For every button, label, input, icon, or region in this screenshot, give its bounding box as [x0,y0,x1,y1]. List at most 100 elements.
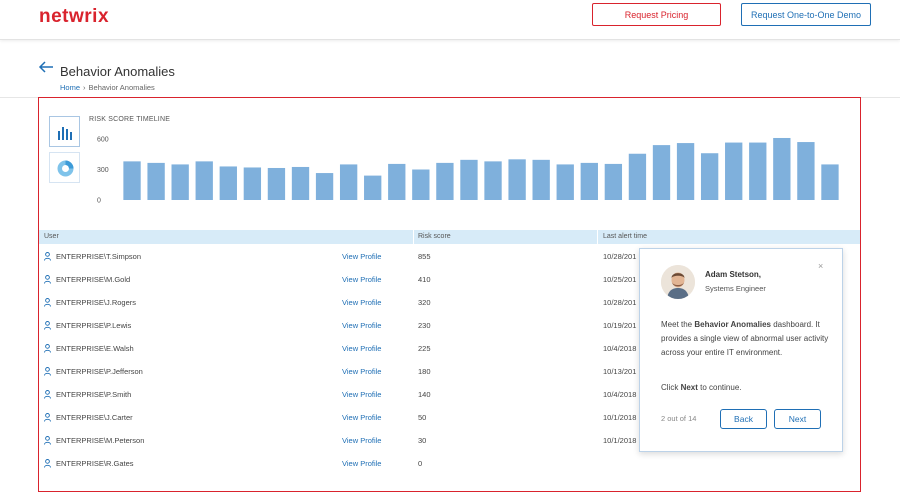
column-header-risk-score[interactable]: Risk score [418,233,451,240]
user-icon [44,436,51,445]
user-name: ENTERPRISE\T.Simpson [56,252,142,261]
chart-bar[interactable] [652,145,671,200]
chart-bar[interactable] [123,161,141,200]
table-row[interactable]: ENTERPRISE\P.Smith View Profile 140 10/4/20… [39,382,860,405]
chart-bar[interactable] [243,167,262,200]
user-name: ENTERPRISE\R.Gates [56,459,134,468]
chart-bar[interactable] [291,166,310,200]
chart-bar[interactable] [797,142,815,200]
chart-bar[interactable] [580,162,598,200]
chart-bar[interactable] [676,143,695,200]
user-icon [44,344,51,353]
presenter-name: Adam Stetson, [705,270,762,279]
last-alert-time: 10/28/201 [603,298,637,307]
risk-score: 50 [418,413,427,422]
column-header-last-alert-time[interactable]: Last alert time [603,233,647,240]
view-profile-link[interactable]: View Profile [342,252,382,261]
risk-score: 140 [418,390,431,399]
view-profile-link[interactable]: View Profile [342,367,382,376]
request-pricing-button[interactable]: Request Pricing [592,3,721,26]
chart-bar[interactable] [532,159,550,200]
chart-title: RISK SCORE TIMELINE [89,116,171,123]
presenter-role: Systems Engineer [705,284,766,293]
tour-step-counter: 2 out of 14 [661,414,697,423]
chart-bar[interactable] [773,137,791,200]
table-row[interactable]: ENTERPRISE\P.Lewis View Profile 230 10/19/2… [39,313,860,336]
user-icon [44,367,51,376]
user-name: ENTERPRISE\J.Rogers [56,298,137,307]
chart-bar[interactable] [147,162,165,200]
back-arrow-icon[interactable] [38,60,54,74]
view-profile-link[interactable]: View Profile [342,298,382,307]
user-name: ENTERPRISE\P.Lewis [56,321,132,330]
user-icon [44,413,51,422]
table-row[interactable]: ENTERPRISE\R.Gates View Profile 0 [39,451,860,474]
chart-bar[interactable] [604,163,623,200]
pie-chart-view-button[interactable] [49,152,80,183]
chart-bar[interactable] [628,153,647,200]
table-row[interactable]: ENTERPRISE\J.Carter View Profile 50 10/1/20… [39,405,860,428]
user-name: ENTERPRISE\M.Peterson [56,436,145,445]
table-row[interactable]: ENTERPRISE\M.Peterson View Profile 30 10/1/… [39,428,860,451]
last-alert-time: 10/19/201 [603,321,637,330]
breadcrumb: Home › Behavior Anomalies [60,83,155,92]
chart-bar[interactable] [219,166,237,200]
view-profile-link[interactable]: View Profile [342,459,382,468]
risk-score: 410 [418,275,431,284]
chart-bar[interactable] [556,164,574,200]
chart-bar[interactable] [700,153,719,200]
tour-instruction: Click Next to continue. [661,383,742,392]
netwrix-logo[interactable]: netwrix [39,6,110,27]
bar-chart-icon [58,127,72,140]
chart-bar[interactable] [460,159,478,200]
table-row[interactable]: ENTERPRISE\M.Gold View Profile 410 10/25/20… [39,267,860,290]
user-icon [44,321,51,330]
table-row[interactable]: ENTERPRISE\P.Jefferson View Profile 180 10/… [39,359,860,382]
risk-score-timeline-chart: 600 300 0 [97,137,839,205]
back-button[interactable]: Back [720,409,767,429]
table-row[interactable]: ENTERPRISE\E.Walsh View Profile 225 10/4/20… [39,336,860,359]
chart-bar[interactable] [821,164,839,200]
close-icon[interactable]: × [818,261,824,271]
chart-bar[interactable] [508,159,526,200]
y-tick-label: 0 [97,198,101,205]
request-demo-button[interactable]: Request One-to-One Demo [741,3,871,26]
column-header-user[interactable]: User [44,233,59,240]
user-icon [44,459,51,468]
chart-bar[interactable] [436,162,454,200]
view-profile-link[interactable]: View Profile [342,436,382,445]
chart-bar[interactable] [412,169,430,201]
user-name: ENTERPRISE\P.Smith [56,390,132,399]
risk-score: 320 [418,298,431,307]
next-button[interactable]: Next [774,409,821,429]
view-profile-link[interactable]: View Profile [342,413,382,422]
chart-bar[interactable] [364,175,382,200]
chart-bar[interactable] [315,173,334,200]
chart-bar[interactable] [749,142,767,200]
last-alert-time: 10/4/2018 [603,344,637,353]
chart-bar[interactable] [195,161,213,200]
page-title: Behavior Anomalies [60,64,175,79]
chart-bar[interactable] [339,164,358,200]
page-header: Behavior Anomalies Home › Behavior Anoma… [0,41,900,98]
table-row[interactable]: ENTERPRISE\J.Rogers View Profile 320 10/28/… [39,290,860,313]
chart-bar[interactable] [725,142,743,200]
chart-bar[interactable] [388,163,406,200]
chart-bar[interactable] [267,167,286,200]
chart-bar[interactable] [484,161,502,200]
risk-score: 30 [418,436,427,445]
onboarding-tour-popup: Adam Stetson, Systems Engineer × Meet th… [639,248,843,452]
breadcrumb-separator: › [83,83,86,92]
user-icon [44,390,51,399]
view-profile-link[interactable]: View Profile [342,321,382,330]
bar-chart-view-button[interactable] [49,116,80,147]
user-icon [44,252,51,261]
view-profile-link[interactable]: View Profile [342,390,382,399]
last-alert-time: 10/28/201 [603,252,637,261]
chart-bar[interactable] [171,164,189,200]
table-row[interactable]: ENTERPRISE\T.Simpson View Profile 855 10/28… [39,244,860,267]
view-profile-link[interactable]: View Profile [342,344,382,353]
view-profile-link[interactable]: View Profile [342,275,382,284]
risk-score: 855 [418,252,431,261]
breadcrumb-home[interactable]: Home [60,83,81,92]
